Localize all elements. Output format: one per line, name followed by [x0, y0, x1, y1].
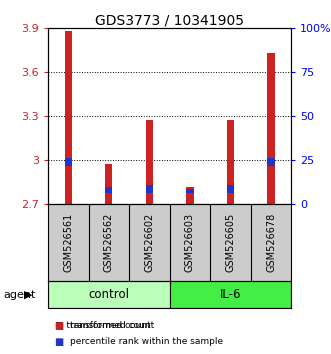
- Bar: [186, 187, 194, 189]
- Bar: [186, 193, 194, 204]
- Bar: [105, 164, 113, 187]
- Text: control: control: [88, 288, 129, 301]
- Title: GDS3773 / 10341905: GDS3773 / 10341905: [95, 13, 244, 27]
- Text: ■: ■: [55, 321, 64, 331]
- Bar: [267, 53, 275, 158]
- Text: agent: agent: [3, 290, 36, 300]
- Text: transformed count: transformed count: [70, 321, 154, 330]
- Text: GSM526602: GSM526602: [144, 213, 154, 272]
- Bar: [146, 185, 153, 193]
- Bar: [227, 185, 234, 193]
- Text: ■: ■: [55, 337, 64, 347]
- Bar: [105, 193, 113, 204]
- Bar: [227, 120, 234, 185]
- Text: IL-6: IL-6: [220, 288, 241, 301]
- Text: GSM526678: GSM526678: [266, 213, 276, 272]
- Bar: [65, 166, 72, 204]
- Text: GSM526605: GSM526605: [225, 213, 235, 272]
- Text: percentile rank within the sample: percentile rank within the sample: [70, 337, 223, 346]
- Bar: [267, 158, 275, 166]
- Bar: [105, 187, 113, 193]
- Bar: [186, 187, 194, 193]
- Text: GSM526603: GSM526603: [185, 213, 195, 272]
- Text: GSM526562: GSM526562: [104, 213, 114, 272]
- Bar: [65, 31, 72, 158]
- Bar: [267, 166, 275, 204]
- Text: ▶: ▶: [24, 290, 32, 300]
- Bar: [146, 120, 153, 185]
- Text: GSM526561: GSM526561: [63, 213, 73, 272]
- Bar: [48, 281, 169, 308]
- Text: ■ transformed count: ■ transformed count: [55, 321, 150, 330]
- Bar: [227, 193, 234, 204]
- Bar: [146, 193, 153, 204]
- Bar: [65, 158, 72, 166]
- Bar: [169, 281, 291, 308]
